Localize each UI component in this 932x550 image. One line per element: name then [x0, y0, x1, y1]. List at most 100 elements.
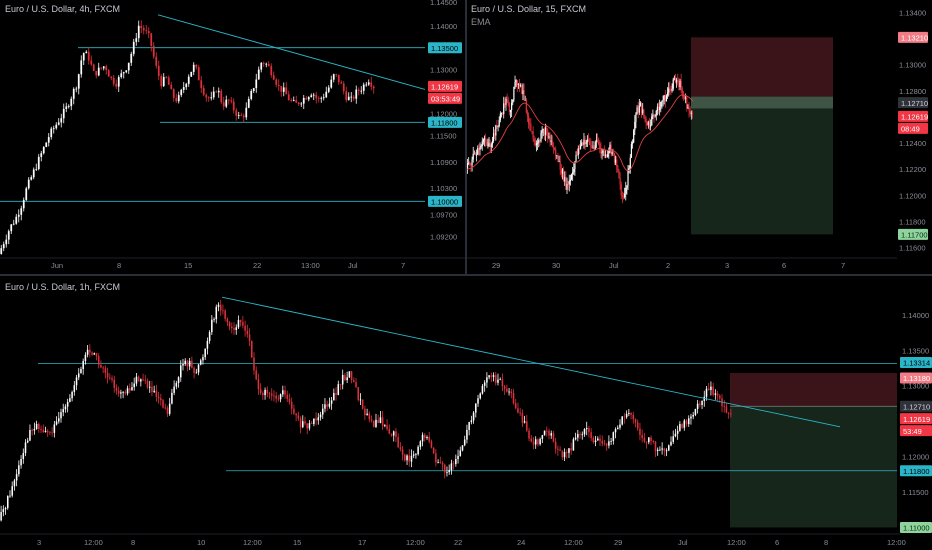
candle-body — [579, 434, 581, 435]
candle-body — [353, 380, 355, 383]
candle-body — [350, 96, 353, 98]
candle-body — [656, 106, 659, 111]
candle-body — [359, 399, 362, 401]
candle-body — [128, 388, 131, 391]
chart-15m-svg[interactable]: 1.13400 1.13000 1.12800 1.12400 1.12200 1.120… — [467, 0, 932, 273]
pane-divider-horizontal[interactable] — [0, 274, 932, 276]
candle-body — [71, 391, 73, 399]
candle-body — [131, 387, 133, 391]
candle-body — [678, 82, 680, 88]
y-tick-label: 1.12200 — [899, 165, 926, 174]
chart-pane-15m[interactable]: Euro / U.S. Dollar, 15, FXCM EMA 1.13400… — [467, 0, 932, 273]
candle-body — [155, 390, 158, 397]
price-tag-1.10000: 1.10000 — [431, 198, 458, 207]
candle-body — [661, 448, 663, 450]
chart-pane-1h[interactable]: Euro / U.S. Dollar, 1h, FXCM 1.14000 1.13… — [0, 277, 932, 550]
candle-body — [530, 438, 533, 442]
candle-body — [514, 403, 517, 409]
y-tick-label: 1.12400 — [899, 139, 926, 148]
candle-body — [177, 95, 180, 102]
chart-1h-svg[interactable]: 1.140001.135001.130001.125001.120001.115… — [0, 277, 932, 550]
candle-body — [307, 97, 310, 100]
candle-body — [91, 352, 93, 355]
candle-body — [610, 144, 612, 155]
candle-body — [42, 430, 45, 432]
candle-body — [120, 73, 123, 78]
candle-body — [567, 183, 569, 185]
candle-body — [302, 97, 305, 104]
y-tick-label: 1.14000 — [902, 311, 929, 320]
candle-body — [670, 441, 672, 446]
candle-body — [528, 430, 530, 439]
chart-pane-4h[interactable]: Euro / U.S. Dollar, 4h, FXCM 1.14000 1.13… — [0, 0, 465, 273]
ema-indicator-label[interactable]: EMA — [471, 17, 491, 27]
candle-body — [564, 176, 566, 182]
candle-body — [619, 177, 621, 185]
candle-body — [490, 144, 492, 147]
candle-body — [26, 440, 29, 443]
candle-body — [352, 96, 355, 99]
candle-body — [532, 441, 535, 445]
candle-body — [297, 415, 300, 419]
candle-body — [412, 454, 415, 456]
price-tag-1.13210: 1.13210 — [901, 34, 928, 43]
candle-body — [35, 424, 38, 429]
candle-body — [557, 155, 559, 162]
candle-body — [265, 63, 268, 65]
candle-body — [362, 84, 365, 91]
candle-body — [686, 97, 688, 109]
candle-body — [157, 65, 160, 76]
candle-body — [492, 375, 495, 377]
candle-body — [466, 429, 468, 440]
candle-body — [386, 425, 388, 430]
candle-body — [350, 371, 353, 381]
candle-body — [171, 392, 173, 404]
candle-body — [437, 462, 439, 463]
candle-body — [655, 110, 657, 116]
candle-body — [609, 144, 611, 152]
candle-body — [372, 420, 375, 427]
candle-body — [345, 91, 348, 101]
candle-body — [473, 153, 475, 155]
candle-body — [633, 130, 635, 143]
candle-body — [570, 174, 573, 180]
y-tick-label: 1.10300 — [430, 184, 457, 193]
entry-band — [691, 96, 833, 109]
y-tick-label: 1.13400 — [899, 9, 926, 18]
candle-body — [544, 127, 547, 135]
candle-body — [175, 383, 178, 387]
chart-4h-svg[interactable]: 1.14000 1.13000 1.12000 1.11500 1.10900 1.103… — [0, 0, 465, 273]
y-tick-label: 1.12000 — [902, 453, 929, 462]
candle-body — [197, 67, 200, 81]
candle-body — [86, 349, 89, 355]
x-tick-label: 6 — [782, 261, 786, 270]
candle-body — [672, 79, 674, 89]
candle-body — [639, 102, 642, 106]
pane-divider-vertical[interactable] — [465, 0, 467, 274]
y-tick-label: 1.13000 — [902, 382, 929, 391]
candle-body — [670, 89, 672, 91]
candle-body — [115, 83, 118, 87]
candle-body — [38, 424, 40, 430]
candle-body — [619, 424, 621, 428]
candle-body — [408, 455, 411, 462]
candle-body — [547, 130, 549, 138]
candle-body — [72, 88, 75, 99]
candle-body — [652, 441, 655, 442]
candle-body — [80, 60, 83, 75]
candle-body — [457, 455, 459, 460]
candle-body — [594, 440, 597, 442]
candle-body — [719, 395, 721, 399]
candle-body — [537, 439, 539, 445]
candle-body — [130, 53, 133, 63]
candle-body — [634, 121, 636, 131]
candle-body — [9, 495, 11, 497]
candle-body — [102, 66, 105, 69]
candle-body — [601, 151, 603, 154]
candle-body — [605, 154, 608, 158]
candle-body — [250, 90, 253, 100]
x-tick-label: 10 — [197, 538, 205, 547]
candle-body — [590, 432, 592, 439]
candle-body — [556, 155, 558, 157]
candle-body — [506, 98, 508, 101]
